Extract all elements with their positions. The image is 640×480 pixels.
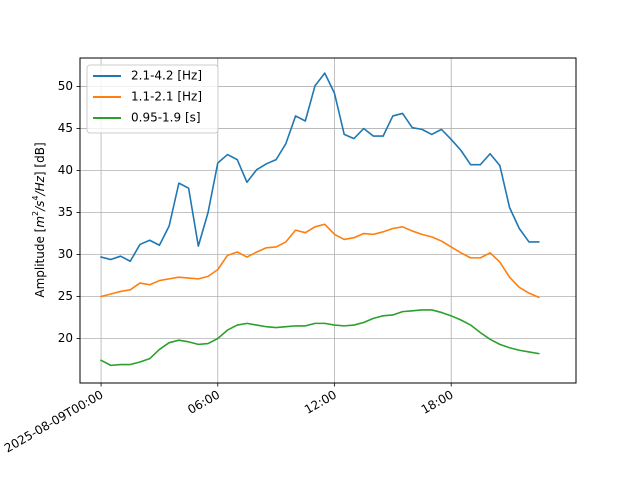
y-tick-label-50: 50 <box>58 79 73 93</box>
y-tick-label-45: 45 <box>58 121 73 135</box>
legend: 2.1-4.2 [Hz] 1.1-2.1 [Hz] 0.95-1.9 [s] <box>86 64 219 134</box>
y-tick-label-25: 25 <box>58 289 73 303</box>
y-tick-label-35: 35 <box>58 205 73 219</box>
y-tick-label-30: 30 <box>58 247 73 261</box>
y-tick-label-40: 40 <box>58 163 73 177</box>
y-tick-label-20: 20 <box>58 331 73 345</box>
series-line-0-95-1-9-s <box>99 309 540 367</box>
legend-label-2-1-4-2-hz: 2.1-4.2 [Hz] <box>131 69 202 83</box>
plot-frame <box>79 57 577 384</box>
series-lines <box>99 72 540 367</box>
series-line-1-1-2-1-hz <box>100 223 540 299</box>
legend-label-0-95-1-9-s: 0.95-1.9 [s] <box>131 111 201 125</box>
series-line-2-1-4-2-hz <box>100 72 540 263</box>
grid-lines <box>80 58 576 383</box>
y-axis-label: Amplitude [m2/s4/Hz] [dB] <box>31 142 47 297</box>
legend-label-1-1-2-1-hz: 1.1-2.1 [Hz] <box>131 90 202 104</box>
legend-box <box>86 64 219 134</box>
